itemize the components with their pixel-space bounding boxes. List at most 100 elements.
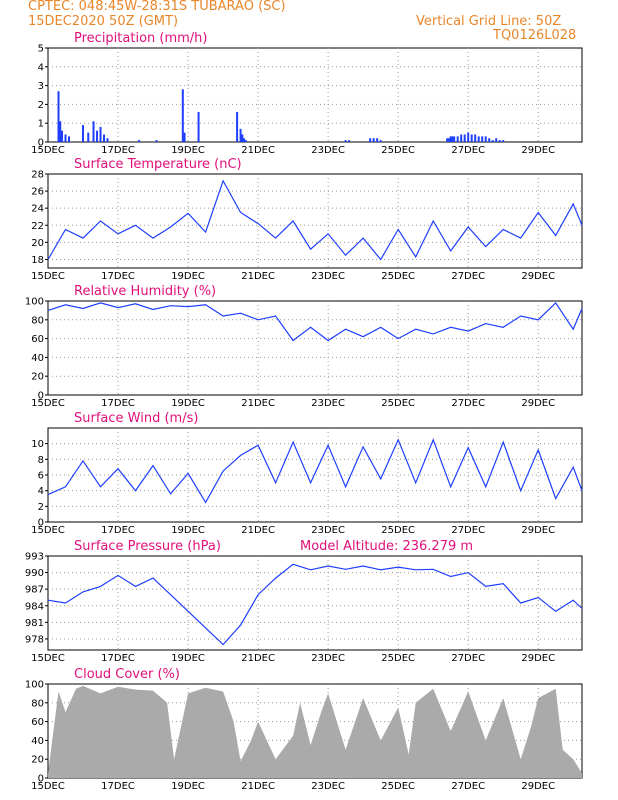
y-tick-label: 60 xyxy=(31,334,44,345)
precip-bar xyxy=(103,134,106,142)
x-tick-label: 15DEC xyxy=(31,781,65,792)
y-tick-label: 981 xyxy=(25,618,44,629)
x-tick-label: 23DEC xyxy=(311,145,345,156)
x-tick-label: 17DEC xyxy=(101,398,135,409)
precip-bar xyxy=(96,130,99,142)
precip-bar xyxy=(495,138,498,142)
precip-bar xyxy=(376,138,379,142)
precip-bar xyxy=(491,140,494,142)
x-tick-label: 21DEC xyxy=(241,398,275,409)
series-line xyxy=(47,179,583,261)
y-tick-label: 18 xyxy=(31,255,44,266)
x-tick-label: 21DEC xyxy=(241,525,275,536)
x-tick-label: 23DEC xyxy=(311,271,345,282)
precip-bar xyxy=(369,138,372,142)
x-tick-label: 29DEC xyxy=(521,271,555,282)
y-tick-label: 978 xyxy=(25,634,44,645)
x-tick-label: 19DEC xyxy=(171,653,205,664)
y-tick-label: 4 xyxy=(38,62,44,73)
precip-bar xyxy=(61,130,64,142)
y-tick-label: 0 xyxy=(38,774,44,785)
x-tick-label: 29DEC xyxy=(521,145,555,156)
precip-bar xyxy=(474,134,477,142)
precip-bar xyxy=(57,91,60,142)
header-date: 15DEC2020 50Z (GMT) xyxy=(28,14,179,29)
x-tick-label: 25DEC xyxy=(381,271,415,282)
precip-bar xyxy=(447,138,450,142)
precip-bar xyxy=(243,138,246,142)
y-tick-label: 0 xyxy=(38,138,44,149)
panel-title: Precipitation (mm/h) xyxy=(74,31,207,46)
series-line xyxy=(47,301,583,342)
precip-bar xyxy=(348,140,351,142)
precip-bar xyxy=(68,136,71,142)
panel-frame xyxy=(47,300,583,396)
y-tick-label: 4 xyxy=(38,486,44,497)
y-tick-label: 6 xyxy=(38,471,44,482)
x-tick-label: 21DEC xyxy=(241,781,275,792)
header-grid-note: Vertical Grid Line: 50Z xyxy=(416,14,562,29)
x-tick-label: 17DEC xyxy=(101,781,135,792)
x-tick-label: 25DEC xyxy=(381,145,415,156)
x-tick-label: 15DEC xyxy=(31,145,65,156)
precip-bar xyxy=(481,136,484,142)
precip-bar xyxy=(449,136,452,142)
y-tick-label: 26 xyxy=(31,187,44,198)
x-tick-label: 23DEC xyxy=(311,781,345,792)
precip-bar xyxy=(239,128,242,142)
x-tick-label: 21DEC xyxy=(241,653,275,664)
x-tick-label: 25DEC xyxy=(381,781,415,792)
y-tick-label: 28 xyxy=(31,170,44,181)
y-tick-label: 100 xyxy=(25,680,44,691)
y-tick-label: 40 xyxy=(31,353,44,364)
y-tick-label: 2 xyxy=(38,100,44,111)
x-tick-label: 27DEC xyxy=(451,525,485,536)
x-tick-label: 23DEC xyxy=(311,653,345,664)
y-tick-label: 20 xyxy=(31,755,44,766)
y-tick-label: 100 xyxy=(25,297,44,308)
y-tick-label: 5 xyxy=(38,44,44,55)
x-tick-label: 23DEC xyxy=(311,525,345,536)
x-tick-label: 21DEC xyxy=(241,145,275,156)
precip-bar xyxy=(470,134,473,142)
x-tick-label: 25DEC xyxy=(381,398,415,409)
x-tick-label: 27DEC xyxy=(451,145,485,156)
y-tick-label: 8 xyxy=(38,455,44,466)
precip-bar xyxy=(244,140,247,142)
precip-bar xyxy=(467,132,470,142)
precip-bar xyxy=(453,136,456,142)
precip-bar xyxy=(183,132,186,142)
panel-title: Surface Temperature (nC) xyxy=(74,157,242,172)
y-tick-label: 993 xyxy=(25,552,44,563)
model-altitude-label: Model Altitude: 236.279 m xyxy=(300,539,473,554)
panel-frame xyxy=(47,555,583,651)
precip-bar xyxy=(99,126,102,142)
precip-bar xyxy=(82,125,85,142)
y-tick-label: 20 xyxy=(31,238,44,249)
y-tick-label: 80 xyxy=(31,698,44,709)
precip-bar xyxy=(372,138,375,142)
x-tick-label: 19DEC xyxy=(171,781,205,792)
panel-title: Surface Pressure (hPa) xyxy=(74,539,221,554)
panel-title: Surface Wind (m/s) xyxy=(74,411,198,426)
y-tick-label: 2 xyxy=(38,502,44,513)
series-line xyxy=(47,563,583,646)
precip-bar xyxy=(92,121,95,142)
y-tick-label: 0 xyxy=(38,518,44,529)
x-tick-label: 17DEC xyxy=(101,271,135,282)
y-tick-label: 990 xyxy=(25,568,44,579)
precip-bar xyxy=(59,121,62,142)
precip-bar xyxy=(197,111,200,142)
x-tick-label: 19DEC xyxy=(171,145,205,156)
x-tick-label: 29DEC xyxy=(521,398,555,409)
precip-bar xyxy=(498,140,501,142)
x-tick-label: 29DEC xyxy=(521,653,555,664)
x-tick-label: 29DEC xyxy=(521,525,555,536)
x-tick-label: 15DEC xyxy=(31,525,65,536)
precip-bar xyxy=(236,111,239,142)
precip-bar xyxy=(64,134,67,142)
precip-bar xyxy=(181,89,184,142)
panel-frame xyxy=(47,173,583,269)
y-tick-label: 22 xyxy=(31,221,44,232)
